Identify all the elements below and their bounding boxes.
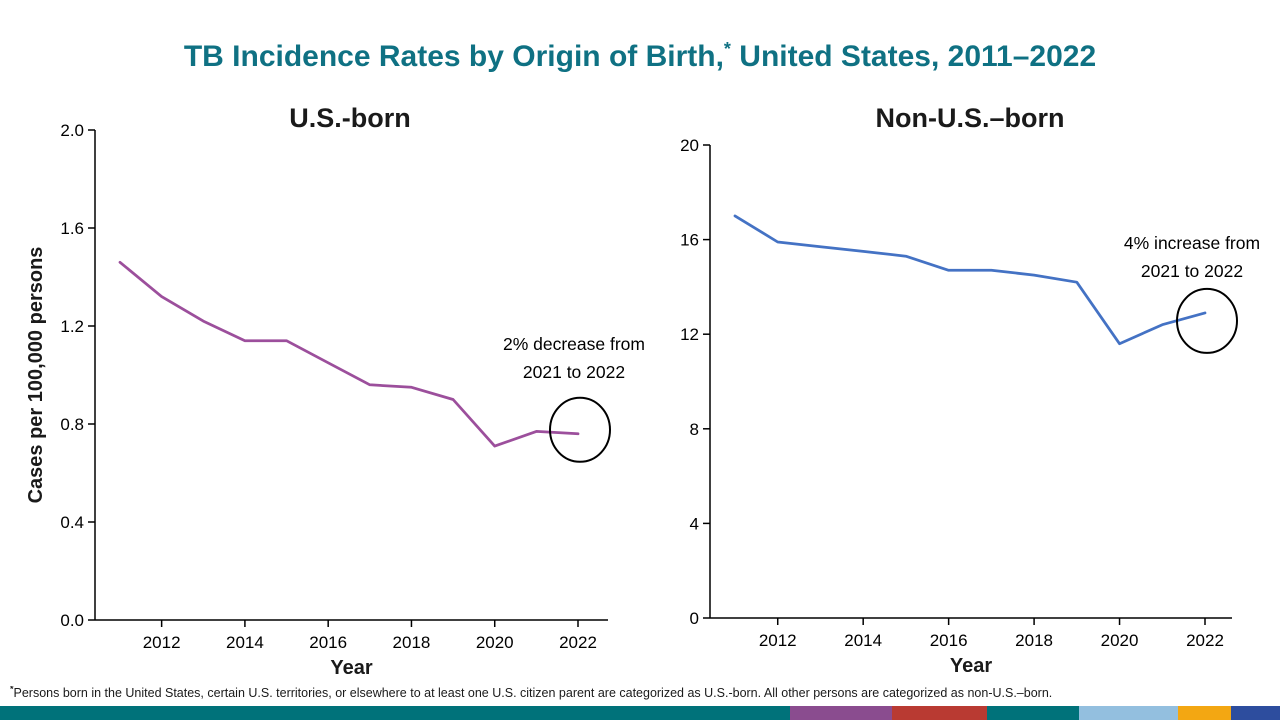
x-tick-label: 2012	[759, 631, 797, 650]
y-tick-label: 1.2	[60, 317, 84, 336]
footer-bar-segment-navy	[1231, 706, 1280, 720]
y-tick-label: 8	[690, 420, 699, 439]
chart-title: U.S.-born	[289, 103, 411, 133]
x-axis-title: Year	[950, 655, 992, 677]
footer-bar-segment-purple	[789, 706, 893, 720]
x-tick-label: 2012	[143, 633, 181, 652]
y-tick-label: 0	[690, 609, 699, 628]
y-tick-label: 1.6	[60, 219, 84, 238]
y-tick-label: 0.0	[60, 611, 84, 630]
footer-color-bar	[0, 706, 1280, 720]
footer-bar-segment-red	[892, 706, 987, 720]
trend-line	[118, 260, 580, 448]
page-title: TB Incidence Rates by Origin of Birth,* …	[0, 40, 1280, 74]
x-tick-label: 2016	[309, 633, 347, 652]
trend-line	[733, 214, 1207, 346]
y-tick-label: 4	[690, 514, 699, 533]
page-title-text-2: United States, 2011–2022	[730, 40, 1097, 73]
footnote-asterisk: *	[10, 686, 14, 694]
y-axis-title: Cases per 100,000 persons	[25, 247, 47, 504]
non-us-born-chart: Non-U.S.–born 0 4 8 12 16 20 2012 2014 2016 2018 20…	[650, 95, 1270, 680]
footer-bar-segment-orange	[1177, 706, 1232, 720]
footer-bar-segment-teal-2	[986, 706, 1080, 720]
annotation-text: 4% increase from	[1124, 233, 1260, 253]
chart-title: Non-U.S.–born	[876, 103, 1065, 133]
non-us-born-chart-svg: Non-U.S.–born 0 4 8 12 16 20 2012 2014 2016 2018 20…	[680, 103, 1260, 677]
footnote-text: Persons born in the United States, certa…	[13, 686, 1053, 700]
x-tick-label: 2018	[1015, 631, 1053, 650]
page-title-text-1: TB Incidence Rates by Origin of Birth,	[183, 40, 724, 73]
y-tick-label: 0.8	[60, 415, 84, 434]
y-tick-label: 20	[680, 136, 699, 155]
footnote: *Persons born in the United States, cert…	[10, 686, 1276, 700]
x-tick-label: 2020	[1101, 631, 1139, 650]
x-axis-title: Year	[330, 657, 372, 679]
x-tick-label: 2022	[1186, 631, 1224, 650]
title-asterisk: *	[723, 39, 731, 59]
x-tick-label: 2020	[476, 633, 514, 652]
y-tick-label: 0.4	[60, 513, 84, 532]
x-tick-label: 2016	[930, 631, 968, 650]
x-tick-label: 2014	[226, 633, 264, 652]
x-tick-label: 2018	[393, 633, 431, 652]
us-born-chart: U.S.-born 0.0 0.4 0.8 1.2 1.6 2.0 2012 2014 2016 2…	[20, 95, 660, 680]
footer-bar-segment-teal	[0, 706, 790, 720]
x-tick-label: 2022	[559, 633, 597, 652]
y-tick-label: 12	[680, 325, 699, 344]
annotation-text: 2021 to 2022	[1141, 261, 1243, 281]
footer-bar-segment-light-blue	[1079, 706, 1178, 720]
y-tick-label: 16	[680, 231, 699, 250]
us-born-chart-svg: U.S.-born 0.0 0.4 0.8 1.2 1.6 2.0 2012 2014 2016 2…	[25, 103, 645, 679]
annotation-text: 2% decrease from	[503, 334, 645, 354]
y-tick-label: 2.0	[60, 121, 84, 140]
annotation-text: 2021 to 2022	[523, 362, 625, 382]
annotation-circle	[1176, 287, 1238, 354]
x-tick-label: 2014	[844, 631, 882, 650]
annotation-circle	[549, 396, 611, 463]
